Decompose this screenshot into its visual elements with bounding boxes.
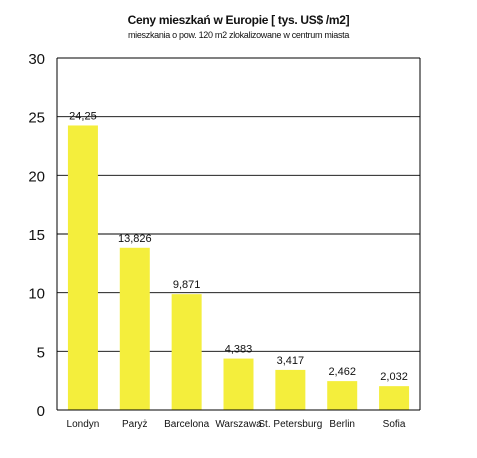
y-tick-label: 20: [28, 168, 45, 185]
data-label: 2,032: [380, 371, 408, 383]
bar: [119, 247, 150, 410]
bar: [223, 358, 254, 410]
bar: [171, 294, 202, 410]
y-tick-label: 0: [37, 403, 45, 420]
y-tick-label: 25: [28, 110, 45, 127]
y-tick-label: 10: [28, 286, 45, 303]
x-tick-label: Warszawa: [215, 419, 262, 430]
x-tick-label: Berlin: [329, 419, 355, 430]
data-label: 9,871: [173, 279, 201, 291]
bar: [275, 369, 306, 410]
data-label: 24,25: [69, 110, 97, 122]
x-tick-label: Sofia: [383, 419, 406, 430]
x-tick-label: Londyn: [67, 419, 100, 430]
x-tick-label: Barcelona: [164, 419, 209, 430]
y-tick-label: 15: [28, 227, 45, 244]
x-tick-label: St. Petersburg: [258, 419, 322, 430]
chart-subtitle: mieszkania o pow. 120 m2 zlokalizowane w…: [127, 30, 350, 40]
data-label: 4,383: [225, 344, 253, 356]
bar: [327, 381, 358, 410]
chart-title: Ceny mieszkań w Europie [ tys. US$ /m2]: [127, 13, 350, 27]
y-tick-label: 5: [37, 344, 45, 361]
x-tick-label: Paryż: [122, 419, 148, 430]
bar: [67, 125, 98, 410]
data-label: 13,826: [118, 233, 152, 245]
data-label: 3,417: [277, 355, 305, 367]
y-tick-label: 30: [28, 51, 45, 68]
bar: [379, 386, 410, 410]
data-label: 2,462: [328, 366, 356, 378]
